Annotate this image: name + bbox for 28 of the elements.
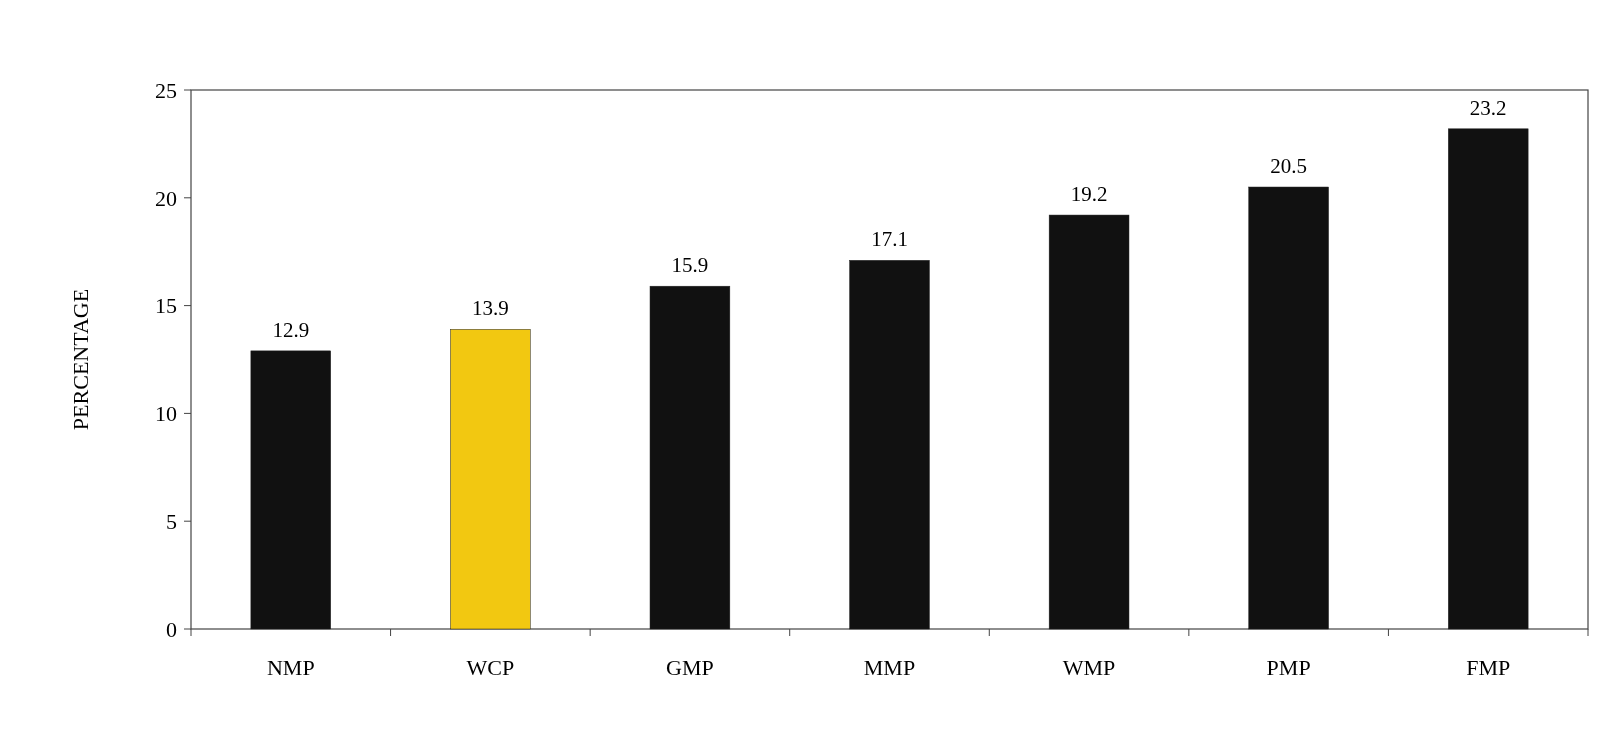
y-tick-label: 20 (155, 185, 177, 211)
y-tick-label: 25 (155, 77, 177, 103)
bar (250, 350, 331, 630)
bar (1048, 214, 1130, 630)
y-tick-label: 0 (166, 616, 177, 642)
bar (649, 285, 731, 630)
x-tick-label: NMP (266, 655, 315, 680)
data-label: 19.2 (1070, 182, 1108, 207)
x-tick-label: PMP (1266, 655, 1311, 680)
y-tick-label: 15 (155, 293, 177, 319)
bar (1448, 128, 1529, 630)
bar (450, 329, 531, 630)
y-tick-label: 5 (166, 508, 177, 534)
data-label: 17.1 (871, 227, 908, 252)
x-tick-label: WCP (466, 655, 515, 680)
data-label: 23.2 (1469, 95, 1507, 120)
x-tick-label: WMP (1062, 655, 1116, 680)
y-tick-label: 10 (155, 401, 177, 427)
data-label: 20.5 (1270, 154, 1308, 179)
x-tick-label: MMP (863, 655, 916, 680)
x-tick-label: GMP (666, 655, 714, 680)
data-label: 12.9 (272, 317, 310, 342)
bar (1248, 186, 1329, 630)
y-axis-title: PERCENTAGE (68, 288, 93, 431)
data-label: 13.9 (471, 296, 509, 321)
data-label: 15.9 (671, 253, 709, 278)
bar (849, 260, 930, 630)
x-tick-label: FMP (1466, 655, 1511, 680)
